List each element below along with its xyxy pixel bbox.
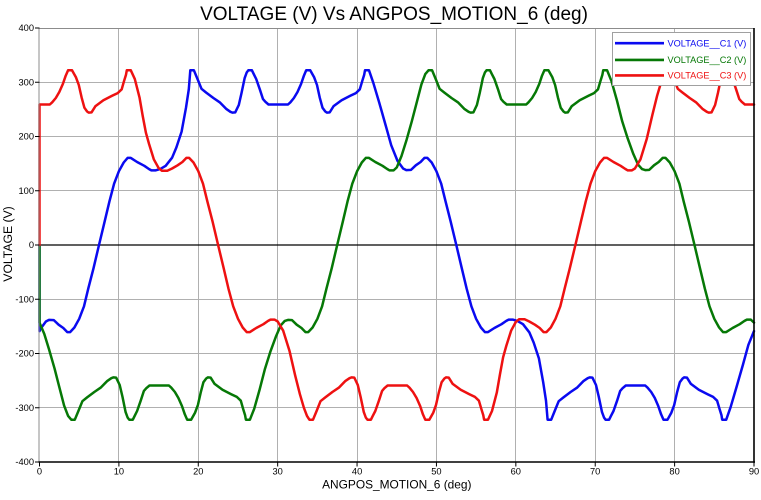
svg-text:90: 90 [749,467,759,477]
svg-text:10: 10 [114,467,124,477]
svg-text:0: 0 [37,467,42,477]
svg-text:50: 50 [431,467,441,477]
svg-text:-200: -200 [15,349,34,359]
svg-text:-100: -100 [15,294,34,304]
svg-text:300: 300 [18,78,34,88]
svg-text:400: 400 [18,23,34,33]
svg-text:80: 80 [669,467,679,477]
svg-text:100: 100 [18,186,34,196]
svg-text:60: 60 [511,467,521,477]
svg-text:-400: -400 [15,457,34,467]
svg-text:VOLTAGE__C1 (V): VOLTAGE__C1 (V) [668,39,747,49]
svg-text:70: 70 [590,467,600,477]
svg-text:40: 40 [352,467,362,477]
svg-text:200: 200 [18,132,34,142]
svg-text:ANGPOS_MOTION_6 (deg): ANGPOS_MOTION_6 (deg) [322,478,471,492]
svg-text:VOLTAGE__C2 (V): VOLTAGE__C2 (V) [668,55,747,65]
svg-text:-300: -300 [15,403,34,413]
svg-text:VOLTAGE (V) Vs ANGPOS_MOTION_6: VOLTAGE (V) Vs ANGPOS_MOTION_6 (deg) [200,4,588,25]
svg-text:VOLTAGE (V): VOLTAGE (V) [1,206,15,281]
svg-text:20: 20 [193,467,203,477]
svg-text:VOLTAGE__C3 (V): VOLTAGE__C3 (V) [668,71,747,81]
svg-text:30: 30 [273,467,283,477]
svg-text:0: 0 [29,240,34,250]
